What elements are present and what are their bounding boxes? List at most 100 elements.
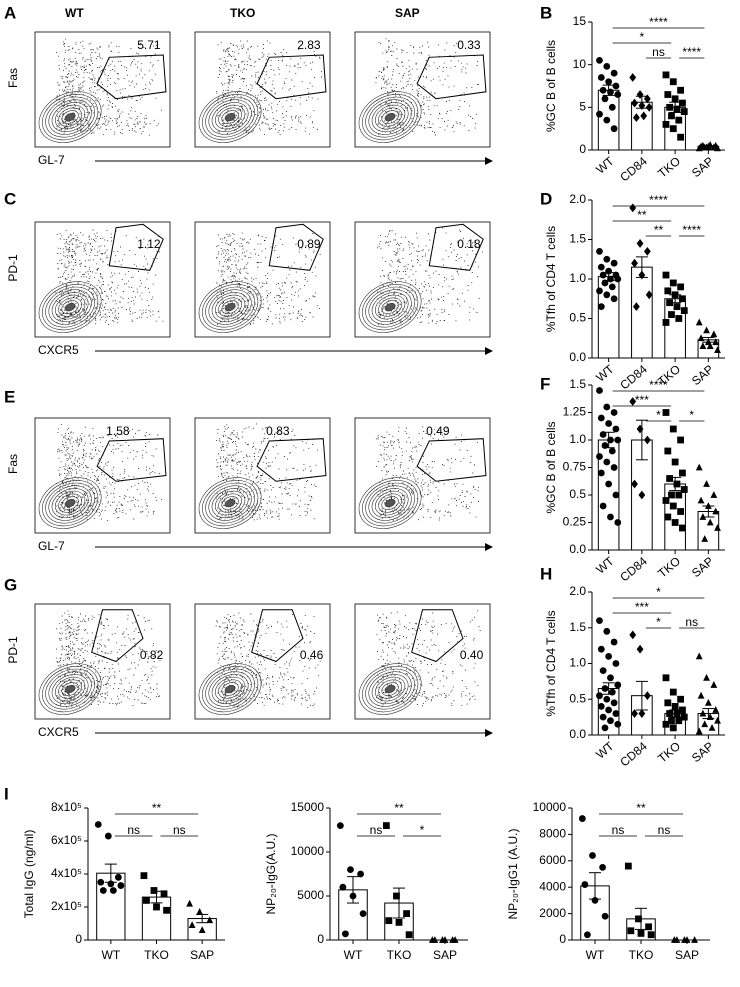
contour <box>208 289 252 325</box>
data-point <box>662 71 670 79</box>
x-tick-label: CD84 <box>617 154 650 185</box>
contour <box>378 107 402 127</box>
data-point <box>597 414 605 422</box>
data-point <box>612 491 620 499</box>
data-point <box>608 447 616 455</box>
contour <box>368 289 412 325</box>
data-point <box>403 910 410 917</box>
data-point <box>680 713 688 721</box>
data-point <box>643 246 651 256</box>
contour <box>365 96 415 138</box>
y-tick-label: 0 <box>579 142 586 156</box>
data-point <box>94 821 102 828</box>
contour <box>221 110 239 124</box>
gate-label: 0.40 <box>460 648 484 662</box>
y-tick-label: 0 <box>317 932 324 946</box>
contour <box>371 674 409 705</box>
contour <box>358 91 422 143</box>
data-point <box>163 906 170 914</box>
data-point <box>695 727 703 735</box>
contour <box>221 682 239 696</box>
contour <box>45 96 95 138</box>
gate <box>96 54 167 100</box>
gate <box>108 223 164 271</box>
data-point <box>645 102 653 112</box>
contour <box>358 663 422 715</box>
data-point <box>697 496 705 504</box>
data-point <box>710 330 718 338</box>
x-tick-label: TKO <box>629 948 654 962</box>
contour <box>54 104 86 130</box>
data-point <box>596 387 603 394</box>
data-point <box>451 936 459 943</box>
data-point <box>596 57 603 64</box>
sig-label: **** <box>649 193 668 207</box>
data-point <box>608 103 616 111</box>
contour <box>42 284 99 331</box>
contour <box>214 676 246 702</box>
data-point <box>599 864 606 871</box>
data-point <box>607 88 614 96</box>
sig-label: * <box>420 823 425 837</box>
data-point <box>614 720 622 728</box>
y-tick-label: 6x10⁵ <box>51 833 82 847</box>
data-point <box>669 125 677 133</box>
contour <box>208 485 252 521</box>
data-point <box>636 644 644 654</box>
gate <box>411 609 464 663</box>
data-point <box>683 936 691 943</box>
data-point <box>612 82 620 90</box>
contour <box>368 485 412 521</box>
data-point <box>703 480 710 487</box>
data-point <box>160 890 168 898</box>
data-point <box>631 258 638 268</box>
y-axis-label: PD-1 <box>6 636 20 664</box>
data-point <box>673 480 681 488</box>
data-point <box>669 279 677 287</box>
flow-plot: 0.46 <box>194 603 331 720</box>
panel-letter: E <box>4 387 15 406</box>
contour <box>362 480 419 527</box>
data-point <box>336 822 344 829</box>
contour <box>221 496 239 510</box>
x-axis-label: GL-7 <box>38 539 65 553</box>
gate <box>256 438 327 482</box>
contour <box>218 107 242 127</box>
data-point <box>643 691 651 701</box>
contour <box>384 112 396 122</box>
data-point <box>605 652 613 660</box>
sig-label: ns <box>173 823 186 837</box>
gate-label: 1.58 <box>106 424 130 438</box>
data-point <box>614 436 622 444</box>
data-point <box>668 311 675 318</box>
data-point <box>632 113 640 122</box>
data-point <box>357 870 364 878</box>
plot-frame <box>354 417 491 534</box>
y-tick-label: 0.5 <box>569 311 586 325</box>
data-point <box>671 291 679 299</box>
contour <box>371 102 409 133</box>
data-point <box>603 627 611 635</box>
x-tick-label: CD84 <box>617 362 650 393</box>
data-point <box>631 98 638 108</box>
data-point <box>186 899 194 907</box>
x-tick-label: SAP <box>689 154 716 180</box>
data-point <box>647 931 655 939</box>
data-point <box>631 479 638 489</box>
data-point <box>607 275 614 283</box>
y-axis-label: NP₂₀-IgG1 (A.U.) <box>506 829 520 920</box>
contour <box>198 477 262 529</box>
contour <box>38 663 102 715</box>
contour <box>38 91 102 143</box>
y-axis-label: %Tfh of CD4 T cells <box>544 610 558 716</box>
contour <box>371 488 409 519</box>
x-tick-label: SAP <box>689 362 716 388</box>
y-tick-label: 1.5 <box>569 232 586 246</box>
data-point <box>671 703 679 710</box>
data-point <box>596 453 603 460</box>
flow-plot: 0.49 <box>354 417 491 534</box>
gate <box>96 438 167 482</box>
plot-frame <box>354 221 491 338</box>
y-axis-label: Fas <box>6 68 20 88</box>
